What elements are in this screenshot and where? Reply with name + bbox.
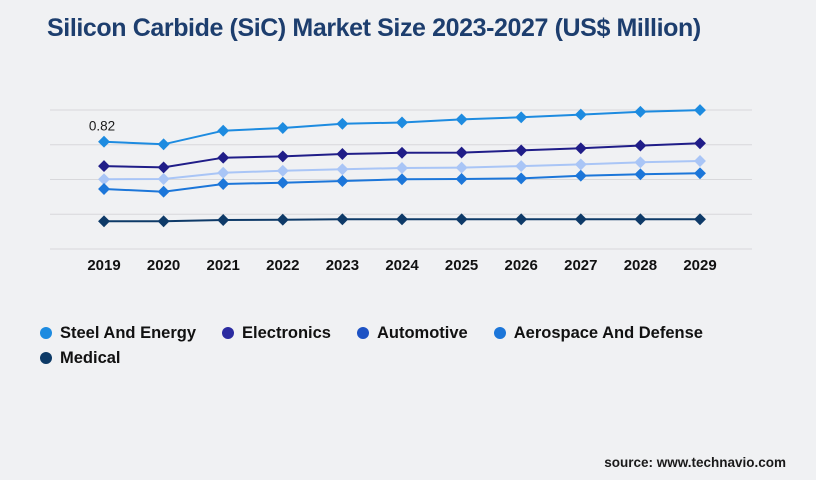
data-point-medical-2023[interactable] <box>336 213 349 226</box>
data-point-automotive-2020[interactable] <box>157 173 170 185</box>
legend-item-steel-and-energy[interactable]: Steel And Energy <box>40 322 196 344</box>
legend-swatch-icon <box>356 327 369 339</box>
data-point-aerospace-and-defense-2019[interactable] <box>98 183 110 195</box>
data-point-steel-and-energy-2023[interactable] <box>336 117 349 130</box>
legend-swatch-icon <box>40 352 52 364</box>
data-point-medical-2024[interactable] <box>396 213 408 226</box>
data-point-aerospace-and-defense-2022[interactable] <box>276 176 289 189</box>
data-point-aerospace-and-defense-2029[interactable] <box>694 167 706 180</box>
data-point-aerospace-and-defense-2025[interactable] <box>455 173 468 185</box>
data-point-medical-2027[interactable] <box>574 213 587 226</box>
data-point-steel-and-energy-2019[interactable] <box>98 135 110 148</box>
data-point-steel-and-energy-2028[interactable] <box>634 105 647 118</box>
data-point-medical-2022[interactable] <box>276 213 289 226</box>
legend-swatch-icon <box>40 327 52 339</box>
data-point-aerospace-and-defense-2024[interactable] <box>396 173 408 186</box>
data-point-automotive-2027[interactable] <box>574 158 587 171</box>
x-axis-label-2020: 2020 <box>147 257 180 274</box>
legend-swatch-icon <box>493 327 506 339</box>
x-axis-label-2021: 2021 <box>207 257 240 274</box>
legend-label: Electronics <box>242 323 331 342</box>
data-point-electronics-2021[interactable] <box>217 151 230 164</box>
data-point-steel-and-energy-2024[interactable] <box>396 116 408 129</box>
data-point-medical-2025[interactable] <box>455 213 468 226</box>
legend-item-automotive[interactable]: Automotive <box>356 322 468 344</box>
legend-label: Aerospace And Defense <box>513 323 703 342</box>
legend-item-aerospace-and-defense[interactable]: Aerospace And Defense <box>493 322 703 344</box>
data-point-aerospace-and-defense-2028[interactable] <box>634 168 647 181</box>
chart-legend: Steel And Energy Electronics Automotive Aer… <box>40 322 740 369</box>
data-point-automotive-2029[interactable] <box>694 155 706 167</box>
data-point-steel-and-energy-2022[interactable] <box>276 122 289 134</box>
legend-label: Automotive <box>376 323 468 342</box>
legend-label: Steel And Energy <box>60 323 197 342</box>
data-point-automotive-2024[interactable] <box>396 162 408 174</box>
x-axis-label-2025: 2025 <box>445 257 478 274</box>
legend-item-electronics[interactable]: Electronics <box>222 322 331 344</box>
data-point-medical-2019[interactable] <box>98 215 110 228</box>
data-point-automotive-2023[interactable] <box>336 163 349 176</box>
x-axis-label-2022: 2022 <box>266 257 299 274</box>
data-point-aerospace-and-defense-2023[interactable] <box>336 175 349 187</box>
data-point-electronics-2028[interactable] <box>634 139 647 152</box>
data-point-automotive-2026[interactable] <box>515 160 528 173</box>
data-point-electronics-2027[interactable] <box>574 142 587 155</box>
data-point-electronics-2025[interactable] <box>455 146 468 159</box>
legend-label: Medical <box>60 348 121 367</box>
data-point-steel-and-energy-2020[interactable] <box>157 138 170 151</box>
data-point-automotive-2022[interactable] <box>276 164 289 177</box>
data-point-automotive-2028[interactable] <box>634 156 647 169</box>
data-point-steel-and-energy-2021[interactable] <box>217 124 230 137</box>
data-point-automotive-2021[interactable] <box>217 166 230 179</box>
data-point-electronics-2022[interactable] <box>276 150 289 163</box>
data-point-steel-and-energy-2029[interactable] <box>694 104 706 117</box>
x-axis-label-2019: 2019 <box>87 257 120 274</box>
data-point-electronics-2019[interactable] <box>98 160 110 173</box>
x-axis-label-2028: 2028 <box>624 257 657 274</box>
x-axis-label-2024: 2024 <box>385 257 419 274</box>
data-point-steel-and-energy-2025[interactable] <box>455 113 468 126</box>
data-point-medical-2026[interactable] <box>515 213 528 226</box>
x-axis-label-2029: 2029 <box>683 257 716 274</box>
x-axis-label-2026: 2026 <box>505 257 538 274</box>
data-point-automotive-2025[interactable] <box>455 161 468 174</box>
data-point-medical-2029[interactable] <box>694 213 706 226</box>
data-point-aerospace-and-defense-2020[interactable] <box>157 185 170 198</box>
data-point-medical-2021[interactable] <box>217 214 230 226</box>
legend-item-medical[interactable]: Medical <box>40 347 121 369</box>
data-point-electronics-2023[interactable] <box>336 148 349 160</box>
x-axis-label-2023: 2023 <box>326 257 359 274</box>
data-point-electronics-2020[interactable] <box>157 161 170 174</box>
data-point-medical-2020[interactable] <box>157 215 170 228</box>
chart-title: Silicon Carbide (SiC) Market Size 2023-2… <box>47 14 701 42</box>
x-axis-label-2027: 2027 <box>564 257 597 274</box>
data-point-medical-2028[interactable] <box>634 213 647 226</box>
data-point-electronics-2024[interactable] <box>396 146 408 159</box>
chart-canvas: 0.82 2019 2020 2021 2022 2023 2024 2025 2026 2027… <box>50 104 752 274</box>
data-point-electronics-2026[interactable] <box>515 144 528 157</box>
data-point-aerospace-and-defense-2026[interactable] <box>515 172 528 185</box>
legend-swatch-icon <box>222 327 235 339</box>
data-point-electronics-2029[interactable] <box>694 137 706 150</box>
data-label: 0.82 <box>89 119 115 134</box>
source-attribution: source: www.technavio.com <box>604 455 786 470</box>
data-point-steel-and-energy-2026[interactable] <box>515 111 528 124</box>
line-chart: 0.82 2019 2020 2021 2022 2023 2024 2025 2026 2027… <box>50 104 752 274</box>
